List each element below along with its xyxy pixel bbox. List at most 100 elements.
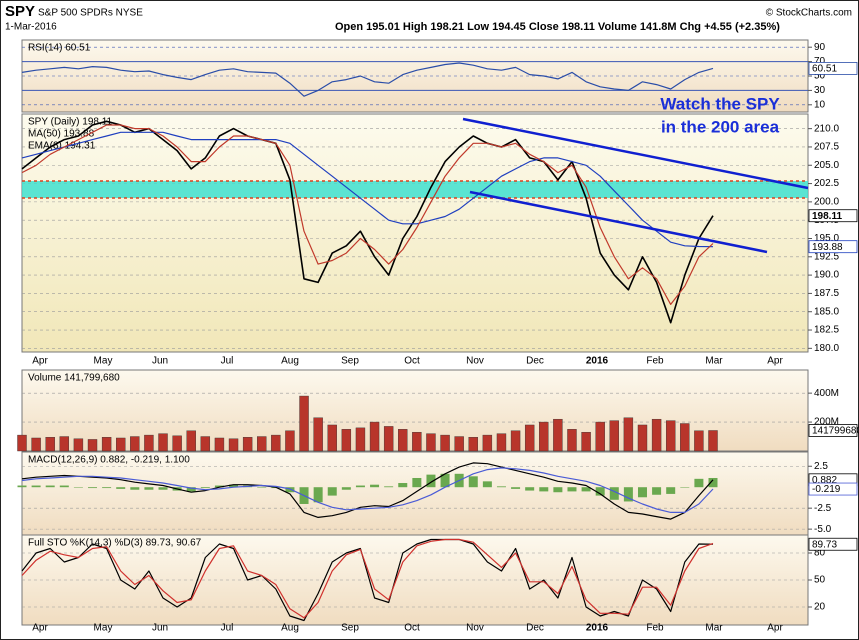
- credit: © StockCharts.com: [766, 8, 852, 19]
- y-tick-label: 50: [814, 71, 826, 82]
- annotation: in the 200 area: [661, 117, 780, 136]
- y-tick-label: 10: [814, 99, 826, 110]
- bar: [341, 487, 351, 490]
- y-tick-label: 2.5: [814, 461, 828, 472]
- y-tick-label: -5.0: [814, 524, 832, 535]
- x-tick-label: May: [94, 623, 113, 634]
- bar: [214, 485, 224, 488]
- quote: Open 195.01 High 198.21 Low 194.45 Close…: [335, 21, 780, 33]
- y-tick-label: 207.5: [814, 142, 839, 153]
- line: [21, 124, 714, 305]
- value-label: 60.51: [812, 64, 837, 75]
- bar: [327, 424, 337, 452]
- bar: [539, 421, 549, 452]
- bar: [59, 436, 70, 452]
- bar: [45, 485, 55, 488]
- bar: [144, 487, 154, 490]
- bar: [88, 487, 98, 489]
- bar: [285, 487, 295, 493]
- bar: [454, 436, 464, 452]
- bar: [637, 487, 647, 498]
- x-tick-label: Aug: [281, 623, 299, 634]
- y-tick-label: 200.0: [814, 197, 839, 208]
- bar: [623, 487, 633, 502]
- bar: [398, 483, 408, 488]
- bar: [694, 478, 704, 488]
- bar: [595, 421, 605, 452]
- x-tick-label: Apr: [767, 623, 783, 634]
- y-tick-label: 200M: [814, 417, 839, 428]
- x-tick-label: Apr: [32, 623, 48, 634]
- bar: [130, 487, 140, 490]
- panel-title: MACD(12,26,9) 0.882, -0.219, 1.100: [28, 455, 190, 466]
- bar: [383, 426, 394, 452]
- bar: [186, 487, 196, 492]
- x-tick-label: Sep: [341, 356, 359, 367]
- bar: [31, 437, 41, 452]
- bar: [651, 418, 662, 452]
- x-tick-label: Dec: [526, 356, 544, 367]
- x-tick-label: Dec: [526, 623, 544, 634]
- value-box: [808, 537, 858, 551]
- panel-title: RSI(14) 60.51: [28, 43, 91, 54]
- bar: [313, 487, 323, 503]
- bar: [440, 473, 450, 488]
- value-label: 0.882: [812, 475, 837, 486]
- bar: [553, 487, 563, 493]
- value-label: 89.73: [812, 539, 837, 550]
- bar: [708, 430, 718, 452]
- bar: [59, 485, 69, 488]
- bar: [412, 477, 422, 488]
- bar: [144, 434, 154, 452]
- bar: [567, 487, 577, 492]
- bar: [313, 417, 323, 452]
- x-tick-label: Mar: [705, 623, 723, 634]
- symbol: SPY: [5, 3, 35, 20]
- value-box: [808, 424, 858, 437]
- y-tick-label: 400M: [814, 388, 839, 399]
- bar: [581, 431, 591, 452]
- bar: [440, 434, 450, 452]
- bar: [73, 438, 84, 452]
- bar: [200, 436, 211, 452]
- x-tick-label: May: [94, 356, 113, 367]
- bar: [214, 437, 225, 452]
- x-tick-label: Sep: [341, 623, 359, 634]
- bar: [539, 487, 549, 492]
- bar: [412, 431, 422, 452]
- bar: [567, 429, 577, 452]
- bar: [694, 430, 704, 452]
- y-tick-label: 195.0: [814, 233, 839, 244]
- bar: [327, 487, 337, 496]
- bar: [370, 484, 380, 488]
- y-tick-label: 70: [814, 56, 826, 67]
- bar: [637, 424, 648, 452]
- bar: [524, 424, 535, 452]
- bar: [496, 433, 507, 452]
- line: [21, 467, 714, 513]
- overlay: [22, 180, 808, 199]
- y-tick-label: 180.0: [814, 343, 839, 354]
- bar: [510, 430, 521, 452]
- bar: [581, 487, 591, 492]
- x-tick-label: Apr: [32, 356, 48, 367]
- panel-title: Volume 141,799,680: [28, 373, 120, 384]
- bar: [680, 423, 690, 452]
- x-tick-label: Jun: [152, 623, 168, 634]
- y-tick-label: 80: [814, 548, 826, 559]
- trend-line-lower: [469, 190, 768, 254]
- x-tick-label: Apr: [767, 356, 783, 367]
- y-tick-label: 30: [814, 85, 826, 96]
- bar: [553, 418, 563, 452]
- bar: [369, 421, 380, 452]
- security-name: S&P 500 SPDRs NYSE: [38, 8, 143, 19]
- bar: [482, 434, 493, 452]
- bar: [595, 487, 605, 496]
- bar: [257, 487, 267, 488]
- value-box: [808, 62, 858, 75]
- panel-background: [21, 113, 809, 353]
- bar: [482, 481, 492, 488]
- bar: [666, 487, 676, 494]
